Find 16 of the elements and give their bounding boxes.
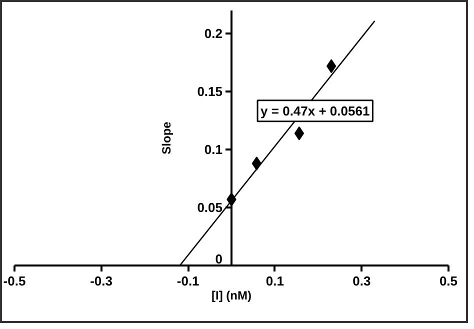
y-axis-title: Slope	[160, 121, 174, 154]
annotation: y = 0.47x + 0.0561	[260, 103, 370, 118]
y-tick-label: 0.15	[197, 84, 223, 100]
x-tick-label: 0.3	[352, 274, 371, 288]
point	[294, 126, 304, 140]
x-tick-label: 0.1	[266, 274, 284, 288]
x-tick-label: -0.5	[3, 274, 26, 288]
y-tick-label: 0.05	[197, 200, 223, 216]
y-tick-label: 0.1	[204, 142, 223, 158]
point	[326, 59, 336, 74]
x-axis-title: [I] (nM)	[212, 288, 252, 302]
y-tick-label: 0	[215, 252, 223, 266]
x-tick-label: -0.3	[90, 274, 113, 288]
y-tick-label: 0.2	[204, 26, 223, 42]
x-tick-label: 0.5	[439, 274, 458, 288]
x-tick-label: -0.1	[176, 274, 200, 288]
